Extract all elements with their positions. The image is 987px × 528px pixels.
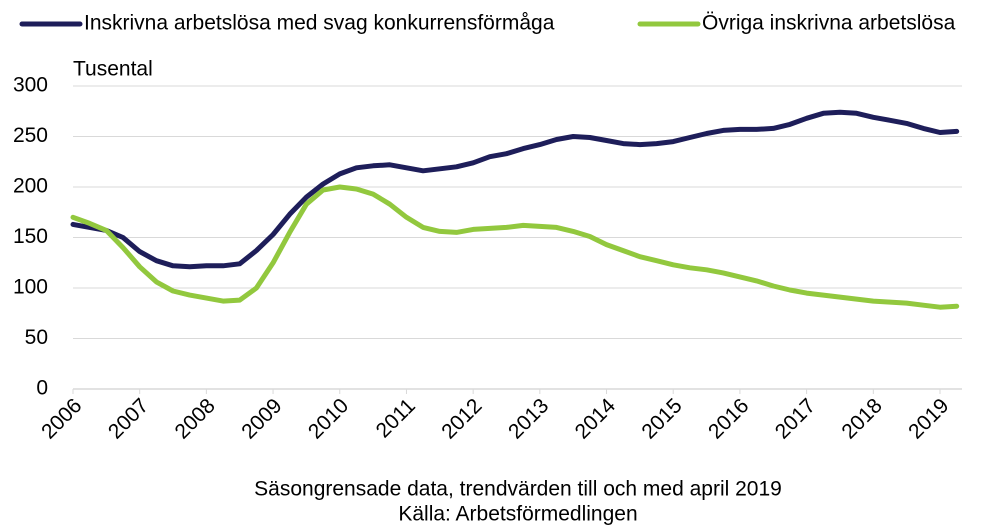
x-tick-label: 2013 <box>504 394 553 443</box>
x-tick-label: 2011 <box>372 394 420 442</box>
x-tick-label: 2019 <box>904 394 953 443</box>
x-tick-label: 2009 <box>237 394 286 443</box>
y-tick-label: 50 <box>25 326 48 349</box>
y-tick-label: 300 <box>13 74 48 97</box>
x-tick-label: 2016 <box>704 394 753 443</box>
x-tick-label: 2006 <box>37 394 86 443</box>
note: Säsongrensade data, trendvärden till och… <box>254 478 782 501</box>
y-tick-label: 150 <box>13 225 48 248</box>
x-tick-label: 2008 <box>171 394 220 443</box>
legend-label: Övriga inskrivna arbetslösa <box>702 12 956 35</box>
series-line <box>70 184 960 310</box>
legend-label: Inskrivna arbetslösa med svag konkurrens… <box>84 12 555 35</box>
x-tick-label: 2017 <box>771 394 820 443</box>
y-tick-label: 200 <box>13 175 48 198</box>
series-line <box>70 109 960 270</box>
note: Källa: Arbetsförmedlingen <box>398 503 637 526</box>
x-tick-label: 2014 <box>571 394 621 444</box>
y-tick-label: 100 <box>13 276 48 299</box>
y-tick-label: 0 <box>36 377 48 400</box>
y-axis-label: Tusental <box>73 58 153 81</box>
y-tick-label: 250 <box>13 124 48 147</box>
x-tick-label: 2012 <box>437 394 486 443</box>
x-tick-label: 2018 <box>837 394 886 443</box>
x-tick-label: 2007 <box>104 394 153 443</box>
x-tick-label: 2015 <box>637 394 686 443</box>
x-tick-label: 2010 <box>304 394 353 443</box>
